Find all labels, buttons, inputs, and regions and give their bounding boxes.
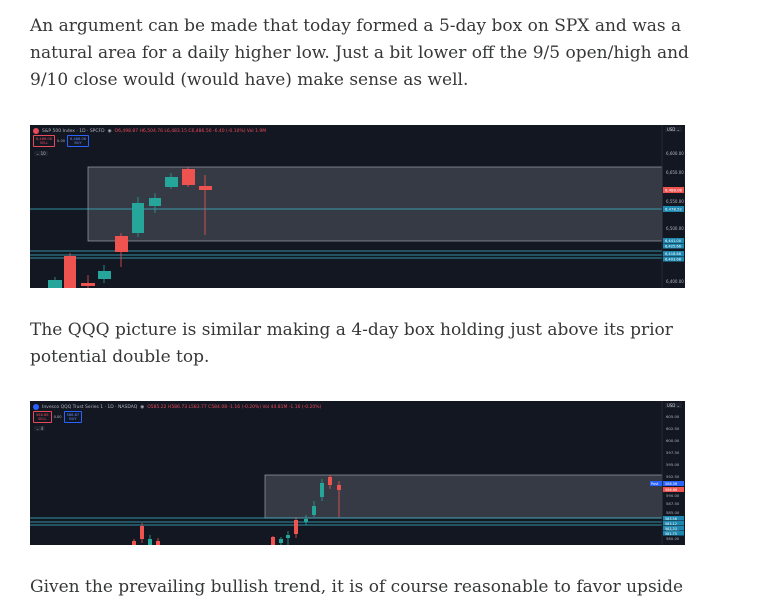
spx-trade-box: 6,486.06 SELL 0.00 6,486.06 BUY — [33, 135, 90, 147]
qqq-price-label: 602.50 — [666, 426, 680, 431]
spx-price-label: 6,500.00 — [666, 226, 684, 231]
chevron-down-icon: ⌄ — [36, 426, 40, 431]
qqq-candle-10 — [312, 501, 316, 517]
spx-candle-2 — [64, 253, 76, 288]
qqq-candle-3 — [148, 535, 152, 545]
qqq-price-label: 592.50 — [666, 474, 680, 479]
spx-price-tag: 6,418.68 — [665, 252, 682, 256]
spx-candle-5 — [115, 233, 128, 267]
spx-candle-9 — [182, 167, 195, 187]
spx-eye-icon[interactable]: ◉ — [107, 128, 112, 134]
spx-price-tag: 6,403.68 — [665, 258, 682, 262]
spx-buy-button[interactable]: 6,486.06 BUY — [67, 135, 90, 147]
qqq-price-label: 580.00 — [666, 536, 680, 541]
spx-indicator-toggle[interactable]: ⌄ 10 — [34, 151, 48, 156]
spx-candle-8 — [165, 173, 178, 189]
spx-candle-4 — [98, 265, 111, 283]
spx-price-label: 6,550.00 — [666, 199, 684, 204]
qqq-candle-11 — [320, 479, 324, 501]
qqq-spread: 0.00 — [53, 415, 62, 419]
qqq-candle-6 — [279, 537, 283, 545]
spx-spread: 0.00 — [57, 139, 66, 143]
qqq-price-tag: 583.56 — [665, 517, 677, 521]
qqq-price-tag: 583.12 — [665, 522, 677, 526]
qqq-consolidation-box — [264, 474, 663, 519]
spx-symbol-title[interactable]: S&P 500 Index · 1D · SPCFD — [42, 128, 105, 134]
spx-price-tag: 6,478.52 — [665, 207, 682, 212]
qqq-candle-1 — [132, 539, 136, 545]
chevron-down-icon: ⌄ — [676, 127, 680, 132]
spx-candle-10 — [199, 175, 212, 235]
qqq-candle-12 — [328, 475, 332, 489]
spx-ohlc-readout: O6,498.87 H6,504.76 L6,483.15 C6,486.56 … — [114, 128, 267, 134]
qqq-price-tag-current: 586.86 — [665, 488, 677, 492]
qqq-symbol-title[interactable]: Invesco QQQ Trust Series 1 · 1D · NASDAQ — [42, 404, 138, 410]
qqq-eye-icon[interactable]: ◉ — [140, 404, 145, 410]
spx-price-tag-current: 6,488.08 — [665, 188, 682, 193]
spx-chart[interactable]: 6,600.00 6,650.00 6,500.00 6,550.00 6,40… — [30, 125, 685, 288]
spx-price-label: 6,400.00 — [666, 279, 684, 284]
paragraph-upside: Given the prevailing bullish trend, it i… — [30, 577, 684, 597]
qqq-price-label: 597.50 — [666, 450, 680, 455]
chevron-down-icon: ⌄ — [36, 151, 40, 156]
qqq-trade-box: 586.86 SELL 0.00 586.87 BUY — [33, 411, 83, 423]
qqq-candle-13 — [337, 481, 341, 517]
spx-candle-1 — [48, 277, 62, 288]
qqq-price-label: 587.50 — [666, 501, 680, 506]
qqq-currency-selector[interactable]: USD ⌄ — [664, 403, 682, 408]
qqq-price-label: 605.00 — [666, 414, 680, 419]
qqq-price-label: 590.00 — [666, 493, 680, 498]
qqq-candle-8 — [294, 517, 298, 538]
spx-price-tag: 6,425.66 — [665, 245, 682, 249]
spx-candle-7 — [149, 193, 161, 213]
qqq-ohlc-readout: O585.22 H586.73 L583.77 C584.08 -1.16 (-… — [147, 404, 322, 410]
qqq-chart-header: Invesco QQQ Trust Series 1 · 1D · NASDAQ… — [33, 403, 321, 411]
qqq-buy-button[interactable]: 586.87 BUY — [63, 411, 83, 423]
spx-price-label: 6,650.00 — [666, 170, 684, 175]
qqq-price-tag: 586.56 — [665, 482, 677, 486]
spx-currency-selector[interactable]: USD ⌄ — [664, 127, 682, 132]
qqq-chart[interactable]: 605.00 602.50 600.00 597.50 595.00 592.5… — [30, 401, 685, 545]
spx-chart-header: S&P 500 Index · 1D · SPCFD ◉ O6,498.87 H… — [33, 127, 266, 135]
spx-candle-6 — [132, 197, 144, 237]
qqq-price-tag: 581.75 — [665, 532, 677, 536]
paragraph-spx: An argument can be made that today forme… — [30, 16, 689, 90]
paragraph-qqq: The QQQ picture is similar making a 4-da… — [30, 320, 673, 367]
qqq-indicator-toggle[interactable]: ⌄ 4 — [34, 426, 46, 431]
spx-price-label: 6,600.00 — [666, 151, 684, 156]
qqq-post-tag: Post — [651, 482, 659, 486]
qqq-price-label: 595.00 — [666, 462, 680, 467]
qqq-chart-canvas: 605.00 602.50 600.00 597.50 595.00 592.5… — [30, 401, 684, 545]
spx-chart-canvas: 6,600.00 6,650.00 6,500.00 6,550.00 6,40… — [30, 125, 684, 288]
qqq-sell-button[interactable]: 586.86 SELL — [33, 411, 52, 423]
qqq-candle-5 — [271, 536, 275, 545]
qqq-candle-9 — [304, 515, 308, 525]
qqq-price-label: 600.00 — [666, 438, 680, 443]
qqq-candle-7 — [286, 531, 290, 545]
qqq-candle-4 — [156, 538, 160, 545]
spx-price-tag: 6,441.00 — [665, 239, 682, 243]
qqq-price-tag: 582.33 — [665, 527, 677, 531]
spx-sell-button[interactable]: 6,486.06 SELL — [33, 135, 56, 147]
spx-candle-3 — [81, 275, 95, 288]
qqq-price-label: 585.00 — [666, 510, 680, 515]
chevron-down-icon: ⌄ — [676, 403, 680, 408]
qqq-candle-2 — [140, 523, 144, 543]
qqq-logo-icon — [33, 404, 39, 410]
spx-logo-icon — [33, 128, 39, 134]
